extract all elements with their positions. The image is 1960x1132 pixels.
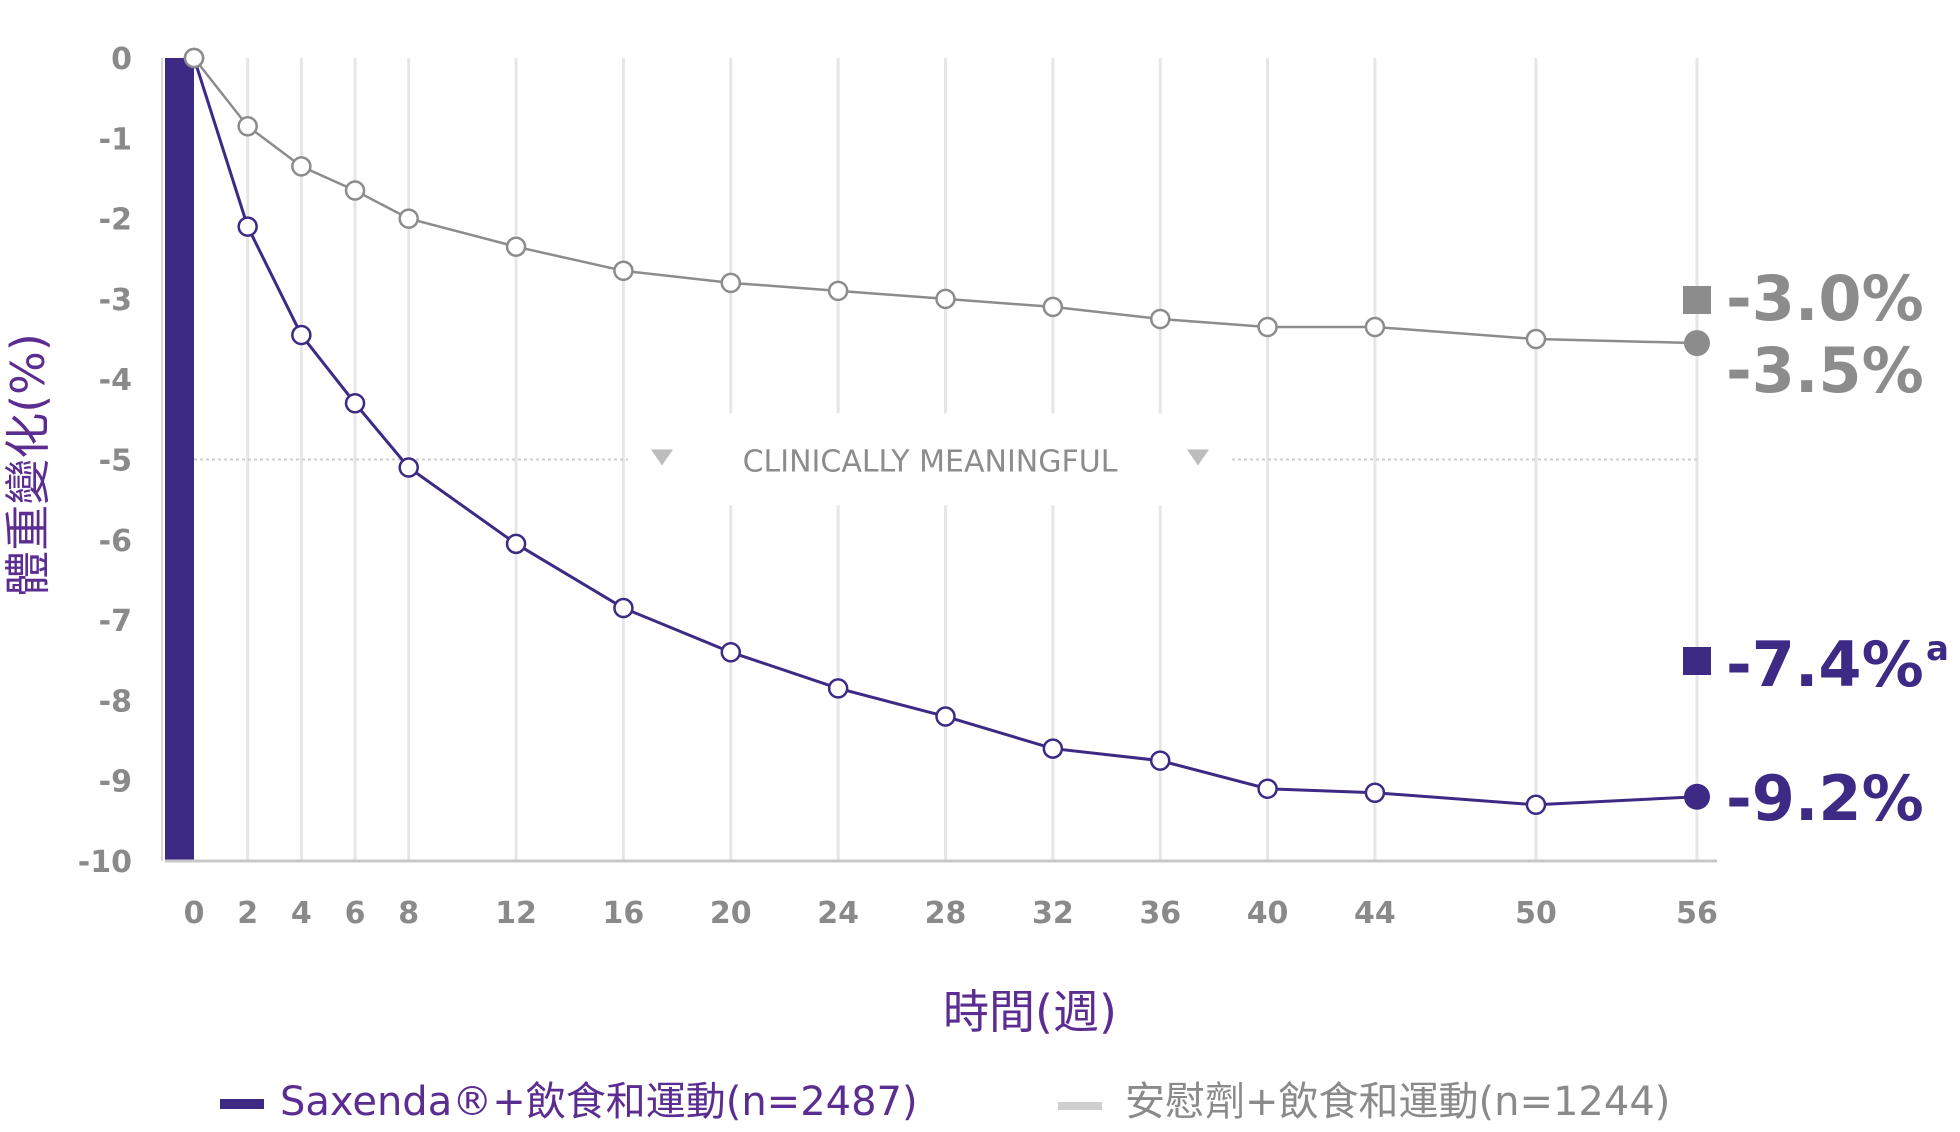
data-point <box>344 180 366 201</box>
legend-label-saxenda: Saxenda®+飲食和運動(n=2487) <box>280 1079 918 1125</box>
x-tick-label: 50 <box>1515 896 1557 931</box>
series-line-1 <box>193 57 1698 345</box>
x-tick-label: 40 <box>1247 896 1289 931</box>
data-point <box>237 116 258 137</box>
x-tick-label: 12 <box>495 896 537 931</box>
axes <box>161 58 1717 863</box>
x-tick-label: 6 <box>345 896 366 931</box>
vertical-gridlines <box>246 58 1699 861</box>
data-point <box>1042 738 1064 759</box>
x-axis-label: 時間(週) <box>943 985 1117 1039</box>
data-point <box>344 393 366 414</box>
data-point <box>183 47 205 69</box>
data-point <box>720 272 742 294</box>
end-value-label: -9.2% <box>1726 762 1924 835</box>
data-point <box>1364 316 1386 338</box>
end-value-label: -7.4% <box>1726 628 1924 701</box>
y-axis-bar <box>165 58 194 861</box>
end-label-square-marker <box>1683 286 1711 314</box>
x-tick-label: 2 <box>237 896 258 931</box>
data-point <box>935 706 956 727</box>
data-point <box>1257 316 1278 338</box>
y-tick-label: -7 <box>99 604 132 639</box>
data-point <box>1525 794 1547 816</box>
x-tick-label: 4 <box>291 896 312 931</box>
y-tick-label: -8 <box>99 684 132 719</box>
legend-label-placebo: 安慰劑+飲食和運動(n=1244) <box>1125 1079 1670 1125</box>
end-value-labels: -3.0%-3.5% -7.4% a -9.2% <box>1683 262 1949 835</box>
data-point <box>720 641 742 663</box>
x-tick-label: 0 <box>184 896 205 931</box>
x-tick-label: 56 <box>1676 896 1718 931</box>
data-point <box>613 597 634 619</box>
data-point <box>291 156 312 177</box>
data-point-end <box>1684 783 1710 810</box>
data-point <box>935 288 956 310</box>
x-tick-label: 16 <box>603 896 645 931</box>
data-point <box>827 280 849 302</box>
data-point <box>237 216 258 237</box>
series-line-0 <box>192 57 1698 807</box>
y-tick-label: -2 <box>99 203 132 238</box>
x-tick-label: 36 <box>1139 896 1181 931</box>
legend: Saxenda®+飲食和運動(n=2487) 安慰劑+飲食和運動(n=1244) <box>220 1079 1670 1125</box>
data-point <box>1149 750 1171 771</box>
legend-swatch-placebo <box>1058 1102 1102 1110</box>
y-tick-label: -9 <box>99 765 132 800</box>
legend-swatch-saxenda <box>220 1099 264 1109</box>
x-tick-label: 44 <box>1354 896 1396 931</box>
data-point <box>398 208 419 229</box>
data-point <box>1257 778 1278 799</box>
x-tick-label: 20 <box>710 896 752 931</box>
data-point <box>291 324 312 346</box>
y-tick-label: -6 <box>99 524 132 559</box>
end-value-superscript: a <box>1926 629 1949 669</box>
tick-labels: 0-1-2-3-4-5-6-7-8-9-100 2 4 6 8 12 16 20 24 28 32 3… <box>78 42 1718 931</box>
series-lines <box>183 47 1710 816</box>
data-point <box>1364 782 1386 803</box>
data-point <box>1149 308 1171 330</box>
reference-label: CLINICALLY MEANINGFUL <box>743 445 1118 480</box>
data-point <box>505 533 527 555</box>
x-tick-label: 8 <box>398 896 419 931</box>
end-value-label: -3.5% <box>1726 334 1924 407</box>
end-label-square-marker <box>1683 647 1711 675</box>
y-tick-label: -3 <box>99 283 132 318</box>
data-point <box>398 457 419 478</box>
y-tick-label: -1 <box>99 122 132 157</box>
data-point-end <box>1684 330 1710 357</box>
data-point <box>827 678 849 699</box>
y-axis-label: 體重變化(%) <box>1 333 55 597</box>
data-point <box>505 236 527 257</box>
end-value-label: -3.0% <box>1726 262 1924 335</box>
x-tick-label: 24 <box>817 896 859 931</box>
y-tick-label: -10 <box>78 845 132 880</box>
triangle-down-icon <box>1187 449 1209 466</box>
data-point <box>613 260 634 282</box>
axis-labels: 體重變化(%) 時間(週) <box>1 333 1117 1039</box>
triangle-down-icon <box>651 449 673 466</box>
y-tick-label: -5 <box>99 444 132 479</box>
x-tick-label: 32 <box>1032 896 1074 931</box>
y-tick-label: 0 <box>111 42 132 77</box>
data-point <box>1042 296 1064 318</box>
x-tick-label: 28 <box>925 896 967 931</box>
y-tick-label: -4 <box>99 363 132 398</box>
data-point <box>1525 328 1547 350</box>
reference-label-background <box>628 413 1232 506</box>
clinically-meaningful-reference: CLINICALLY MEANINGFUL <box>194 413 1697 506</box>
